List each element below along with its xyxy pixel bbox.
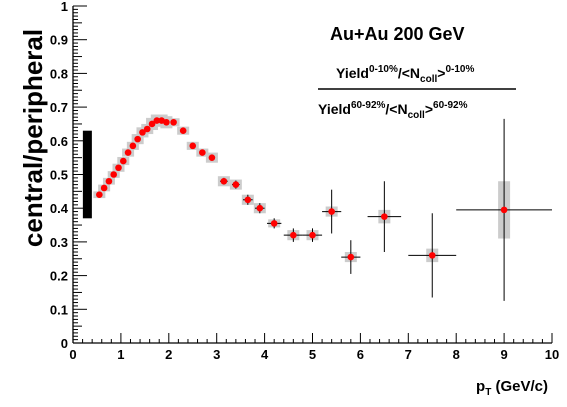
y-tick-label: 0.2 [50,269,68,284]
x-axis-title: pT (GeV/c) [476,378,548,398]
data-point [199,149,206,156]
data-point [119,157,127,165]
normalization-band-layer [82,130,92,219]
y-tick-label: 0.6 [50,134,68,149]
data-point [347,253,355,261]
data-point [244,196,252,204]
x-tick-label: 0 [69,347,76,362]
data-point [110,171,118,178]
y-tick-label: 0.3 [50,235,68,250]
y-tick-label: 0.8 [50,66,68,81]
x-tick-label: 2 [165,347,172,362]
data-point [256,204,264,212]
data-point [124,149,132,156]
systematic-error-boxes [93,114,511,263]
collision-system-annotation: Au+Au 200 GeV [330,24,465,44]
data-point [134,135,141,143]
data-point [163,118,170,126]
y-tick-label: 0.4 [50,201,69,216]
y-tick-label: 0.5 [50,168,68,183]
data-markers [96,117,508,261]
y-tick-label: 0 [61,336,68,351]
x-tick-label: 4 [261,347,269,362]
data-point [189,142,197,150]
data-point [96,191,103,199]
y-tick-label: 1 [61,0,68,14]
data-point [170,118,177,126]
data-point [139,129,146,136]
data-point [115,164,122,172]
data-point [153,117,161,124]
data-point [328,208,335,215]
data-point [179,127,187,134]
ratio-denominator-label: Yield60-92%/<Ncoll>60-92% [318,100,468,121]
x-tick-label: 5 [309,347,316,362]
ratio-numerator-label: Yield0-10%/<Ncoll>0-10% [336,64,474,85]
x-tick-label: 10 [545,347,559,362]
data-point [100,184,108,192]
data-point [500,206,508,214]
x-tick-label: 1 [117,347,124,362]
data-point [290,231,297,239]
normalization-band [82,130,92,219]
data-point [105,177,113,185]
axes: 0 1 2 3 4 5 6 7 8 9 10 0 0.1 0.2 0.3 0.4 0.5 0.6 0.7 0.8 0.9… [50,0,559,362]
data-point [148,120,156,128]
x-tick-label: 7 [405,347,412,362]
y-tick-label: 0.1 [50,302,68,317]
y-axis-title: central/peripheral [18,29,48,247]
x-tick-label: 3 [213,347,220,362]
x-tick-label: 9 [500,347,507,362]
data-point [208,154,216,161]
data-point [220,177,228,185]
data-point [428,252,436,259]
data-point [270,220,278,227]
data-point [232,181,240,188]
x-tick-label: 6 [357,347,364,362]
data-point [309,231,316,239]
data-point [129,142,137,150]
x-tick-label: 8 [453,347,460,362]
y-tick-label: 0.9 [50,33,68,48]
data-point [381,213,388,220]
y-tick-label: 0.7 [50,100,68,115]
data-point [143,125,151,133]
